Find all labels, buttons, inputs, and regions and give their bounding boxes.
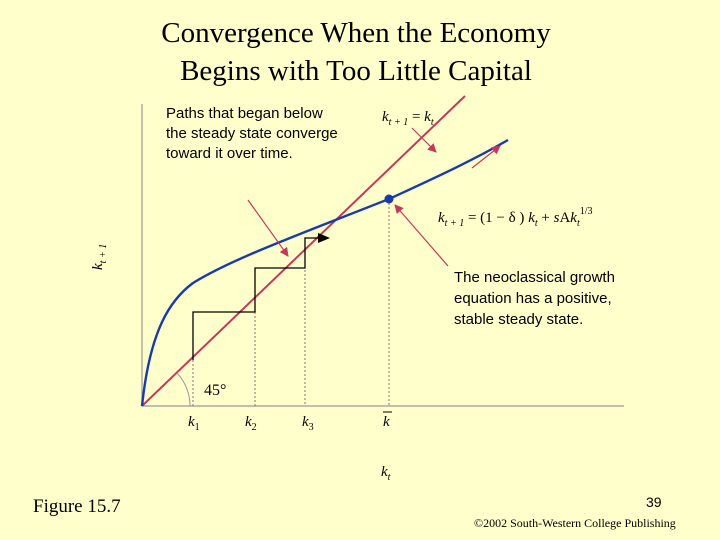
angle-arc (176, 372, 191, 407)
x-axis-label: kt (381, 464, 391, 483)
copyright-notice: ©2002 South-Western College Publishing (474, 516, 676, 530)
arrow-to-staircase (247, 199, 289, 257)
note-top-line-1: Paths that began below (166, 105, 323, 122)
tick-label-kbar: k (383, 411, 392, 430)
svg-text:k: k (383, 414, 390, 430)
slide-title: Convergence When the Economy Begins with… (0, 14, 712, 90)
line-45-label: kt + 1 = kt (382, 109, 434, 128)
steady-state-point (384, 194, 394, 204)
angle-label: 45° (204, 382, 226, 399)
staircase-arrowhead (318, 233, 330, 243)
note-top: Paths that began below the steady state … (166, 105, 342, 162)
tick-label-k1: k1 (188, 414, 200, 433)
note-right: The neoclassical growth equation has a p… (454, 269, 619, 328)
tick-label-k2: k2 (245, 414, 257, 433)
tick-label-k3: k3 (302, 414, 314, 433)
note-right-line-3: stable steady state. (454, 311, 583, 328)
arrow-to-steady-state (394, 204, 449, 267)
page-number: 39 (646, 494, 662, 510)
convergence-staircase (192, 237, 325, 360)
curve-equation-label: kt + 1 = (1 − δ ) kt + sAkt1/3 (438, 206, 593, 229)
arrow-to-45-line (411, 127, 437, 153)
line-45-degree (141, 95, 466, 407)
capital-accumulation-curve (140, 138, 509, 407)
note-right-line-1: The neoclassical growth (454, 269, 615, 286)
note-right-line-2: equation has a positive, (454, 290, 612, 307)
arrow-to-curve (471, 145, 501, 169)
note-top-line-3: toward it over time. (166, 145, 293, 162)
note-top-line-2: the steady state converge (166, 125, 338, 142)
y-axis-label: kt + 1 (90, 244, 109, 270)
title-line-2: Begins with Too Little Capital (180, 55, 532, 87)
title-line-1: Convergence When the Economy (161, 17, 551, 49)
figure-label: Figure 15.7 (33, 496, 121, 517)
